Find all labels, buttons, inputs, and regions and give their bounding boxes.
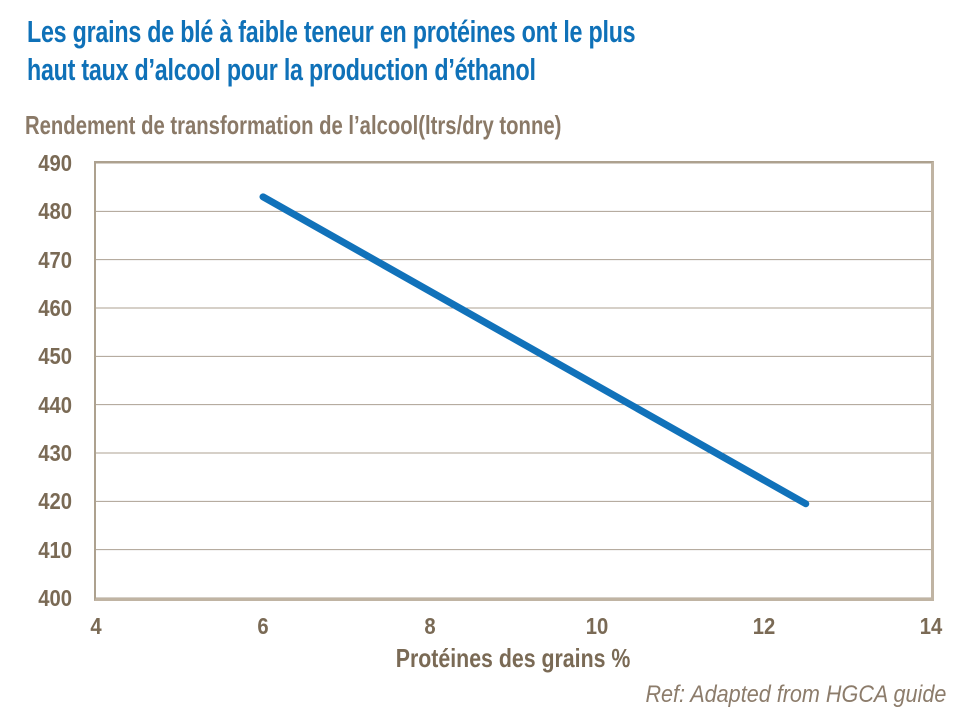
chart-headline: Les grains de blé à faible teneur en pro… bbox=[27, 13, 838, 89]
x-axis-tick-label: 12 bbox=[752, 613, 776, 639]
y-axis-tick-label: 440 bbox=[38, 391, 72, 418]
chart-headline-line-1: Les grains de blé à faible teneur en pro… bbox=[27, 14, 636, 49]
x-axis-tick-label: 4 bbox=[90, 613, 102, 639]
x-axis-title: Protéines des grains % bbox=[96, 643, 931, 673]
x-axis-tick-label: 10 bbox=[585, 613, 609, 639]
x-axis-tick-label: 6 bbox=[257, 613, 269, 639]
y-axis-tick-label: 410 bbox=[38, 536, 72, 563]
source-reference: Ref: Adapted from HGCA guide bbox=[645, 681, 946, 708]
x-axis-tick-label: 8 bbox=[424, 613, 436, 639]
plot-area bbox=[94, 161, 934, 601]
y-axis-tick-label: 490 bbox=[38, 150, 72, 176]
y-axis-tick-label: 480 bbox=[38, 198, 72, 225]
y-axis-tick-label: 430 bbox=[38, 440, 72, 466]
y-axis-tick-label: 420 bbox=[38, 488, 72, 515]
y-axis-tick-label: 470 bbox=[38, 246, 72, 273]
x-axis-tick-label: 14 bbox=[919, 613, 943, 639]
data-line bbox=[259, 193, 810, 508]
y-axis-caption: Rendement de transformation de l’alcool(… bbox=[25, 110, 562, 140]
x-axis-title-text: Protéines des grains % bbox=[396, 643, 631, 673]
y-axis-tick-label: 450 bbox=[38, 343, 72, 370]
y-axis-tick-label: 460 bbox=[38, 295, 72, 321]
chart-headline-line-2: haut taux d’alcool pour la production d’… bbox=[27, 52, 536, 87]
chart-canvas bbox=[96, 163, 931, 598]
y-axis-tick-label: 400 bbox=[38, 585, 72, 611]
